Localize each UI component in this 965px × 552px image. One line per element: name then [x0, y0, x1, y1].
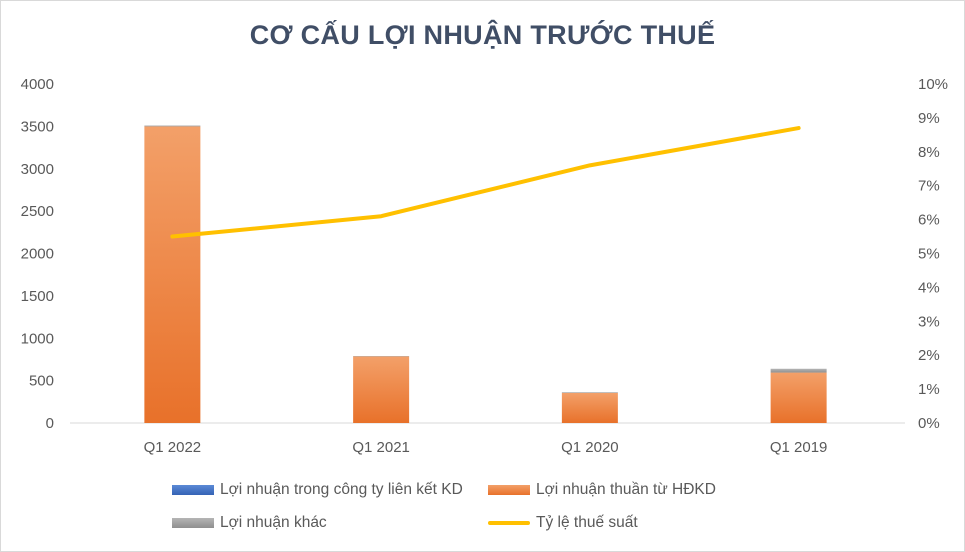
bar-other-profit	[561, 392, 618, 393]
legend-swatch-blue	[172, 485, 214, 495]
left-tick-label: 0	[46, 415, 54, 432]
bar-other-profit	[144, 125, 201, 127]
series-line-tax-rate	[170, 126, 801, 239]
right-axis: 0% 1% 2% 3% 4% 5% 6% 7% 8% 9% 10%	[918, 76, 948, 432]
legend-item-associates: Lợi nhuận trong công ty liên kết KD	[172, 481, 463, 499]
left-tick-label: 3500	[21, 118, 54, 135]
bar-operating-profit	[770, 372, 827, 423]
left-axis: 0 500 1000 1500 2000 2500 3000 3500 4000	[21, 76, 54, 432]
right-tick-label: 4%	[918, 279, 940, 296]
right-tick-label: 8%	[918, 144, 940, 161]
left-tick-label: 2500	[21, 203, 54, 220]
left-tick-label: 1500	[21, 288, 54, 305]
legend-item-operating: Lợi nhuận thuần từ HĐKD	[488, 481, 716, 499]
legend-item-tax-rate: Tỷ lệ thuế suất	[488, 514, 638, 532]
right-tick-label: 2%	[918, 347, 940, 364]
left-tick-label: 3000	[21, 161, 54, 178]
bar-operating-profit	[561, 392, 618, 423]
left-tick-label: 1000	[21, 330, 54, 347]
legend-label: Lợi nhuận khác	[220, 514, 327, 531]
bars	[144, 125, 827, 423]
left-tick-label: 500	[29, 373, 54, 390]
legend-swatch-line	[488, 521, 530, 525]
right-tick-label: 3%	[918, 313, 940, 330]
bar-operating-profit	[144, 126, 201, 423]
bar-operating-profit	[353, 356, 410, 423]
x-tick-label: Q1 2022	[144, 439, 202, 456]
right-tick-label: 10%	[918, 76, 948, 93]
legend-swatch-orange	[488, 485, 530, 495]
right-tick-label: 1%	[918, 381, 940, 398]
right-tick-label: 6%	[918, 212, 940, 229]
right-tick-label: 0%	[918, 415, 940, 432]
chart-title: CƠ CẤU LỢI NHUẬN TRƯỚC THUẾ	[249, 20, 716, 50]
left-tick-label: 2000	[21, 246, 54, 263]
legend-label: Lợi nhuận trong công ty liên kết KD	[220, 481, 463, 498]
legend-item-other: Lợi nhuận khác	[172, 514, 327, 532]
x-tick-label: Q1 2020	[561, 439, 619, 456]
x-tick-label: Q1 2021	[352, 439, 410, 456]
x-tick-label: Q1 2019	[770, 439, 828, 456]
right-tick-label: 7%	[918, 178, 940, 195]
right-tick-label: 9%	[918, 110, 940, 127]
right-tick-label: 5%	[918, 246, 940, 263]
bar-other-profit	[770, 368, 827, 373]
legend-swatch-gray	[172, 518, 214, 528]
x-axis-labels: Q1 2022 Q1 2021 Q1 2020 Q1 2019	[144, 439, 828, 456]
legend-label: Tỷ lệ thuế suất	[536, 514, 638, 531]
left-tick-label: 4000	[21, 76, 54, 93]
legend-label: Lợi nhuận thuần từ HĐKD	[536, 481, 716, 498]
